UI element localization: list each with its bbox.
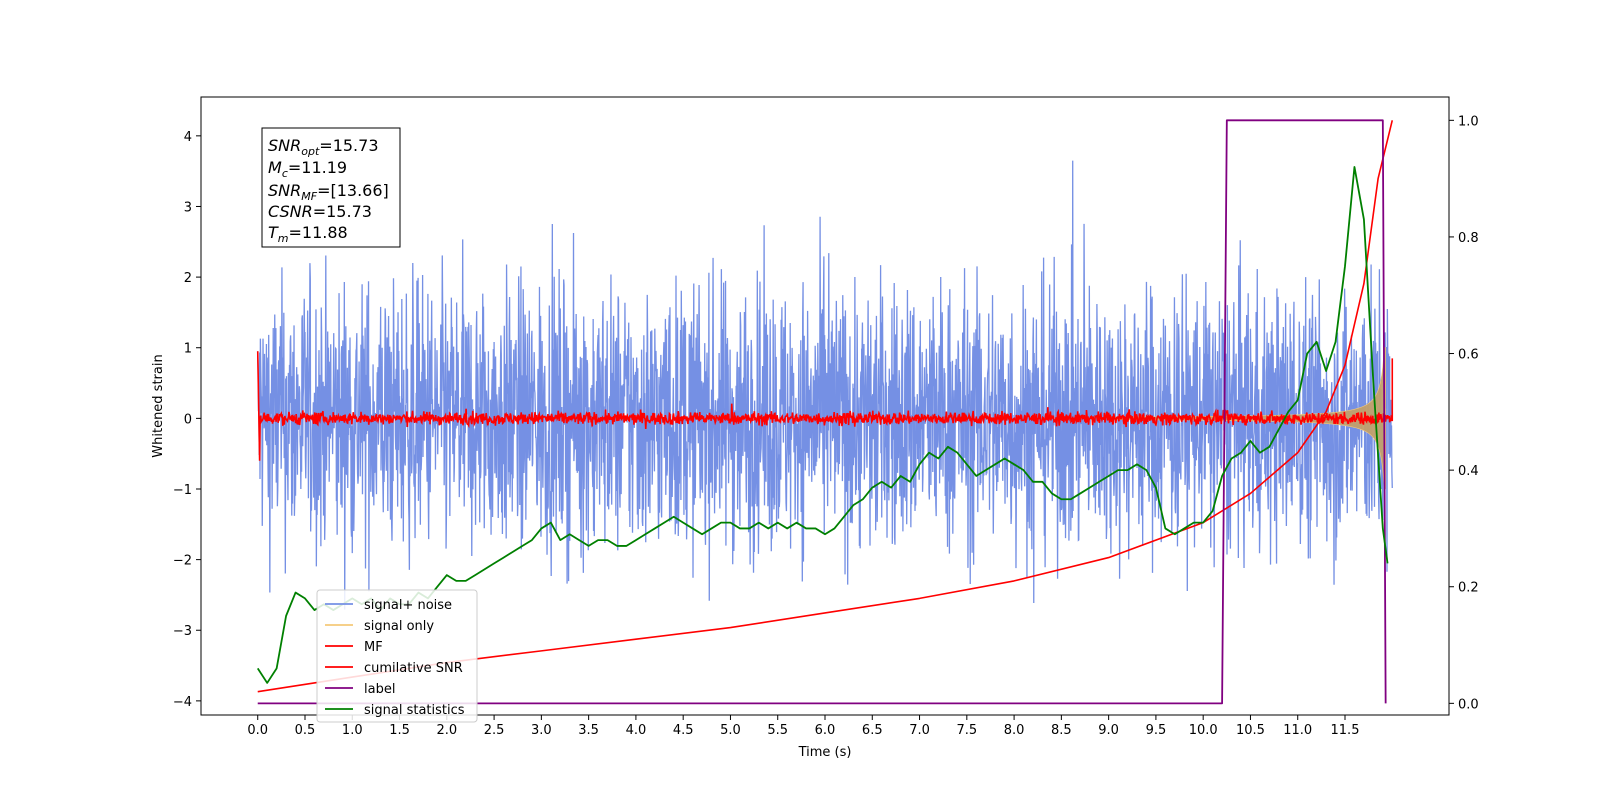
- x-axis-label: Time (s): [798, 745, 852, 760]
- x-tick-label: 5.0: [720, 723, 741, 738]
- y-axis-left: −4 −3 −2 −1 0 1 2 3 4: [173, 130, 201, 710]
- snr-opt-text: SNRopt=15.73: [268, 136, 379, 158]
- info-box: SNRopt=15.73 Mc=11.19 SNRMF=[13.66] CSNR…: [261, 127, 401, 248]
- y-axis-label: Whitened strain: [151, 354, 166, 457]
- y-tick-label: 2: [184, 271, 192, 286]
- y-tick-label: 0: [184, 412, 192, 427]
- x-tick-label: 11.5: [1331, 723, 1360, 738]
- series-mf: [256, 351, 1394, 461]
- legend-label: signal only: [364, 619, 434, 634]
- x-tick-label: 1.5: [389, 723, 410, 738]
- y-tick-label: −4: [173, 695, 192, 710]
- x-tick-label: 0.0: [247, 723, 268, 738]
- y-right-tick-label: 0.6: [1458, 348, 1479, 363]
- y-tick-label: −1: [173, 483, 192, 498]
- x-tick-label: 5.5: [767, 723, 788, 738]
- legend-label: signal+ noise: [364, 598, 452, 613]
- legend-label: signal statistics: [364, 703, 465, 718]
- x-tick-label: 9.0: [1098, 723, 1119, 738]
- y-tick-label: 1: [184, 342, 192, 357]
- x-tick-label: 9.5: [1146, 723, 1167, 738]
- x-tick-label: 2.5: [484, 723, 505, 738]
- x-tick-label: 0.5: [295, 723, 316, 738]
- y-tick-label: 3: [184, 200, 192, 215]
- x-tick-label: 6.0: [815, 723, 836, 738]
- legend: signal+ noise signal only MF cumilative SNR…: [316, 589, 478, 723]
- x-tick-label: 2.0: [436, 723, 457, 738]
- y-right-tick-label: 1.0: [1458, 114, 1479, 129]
- x-tick-label: 7.5: [956, 723, 977, 738]
- series-label: [257, 119, 1387, 705]
- x-tick-label: 8.0: [1004, 723, 1025, 738]
- x-tick-label: 3.5: [578, 723, 599, 738]
- x-tick-label: 4.0: [626, 723, 647, 738]
- y-right-tick-label: 0.0: [1458, 697, 1479, 712]
- csnr-text: CSNR=15.73: [268, 202, 372, 221]
- x-tick-label: 1.0: [342, 723, 363, 738]
- series-layer: [256, 119, 1394, 705]
- legend-label: cumilative SNR: [364, 661, 463, 676]
- x-tick-label: 6.5: [862, 723, 883, 738]
- y-tick-label: −3: [173, 624, 192, 639]
- legend-label: label: [364, 682, 395, 697]
- tm-text: Tm=11.88: [268, 223, 348, 245]
- snr-mf-text: SNRMF=[13.66]: [268, 181, 389, 203]
- x-tick-label: 8.5: [1051, 723, 1072, 738]
- mc-text: Mc=11.19: [268, 158, 347, 180]
- x-tick-label: 3.0: [531, 723, 552, 738]
- x-tick-label: 4.5: [673, 723, 694, 738]
- y-right-tick-label: 0.8: [1458, 231, 1479, 246]
- x-tick-label: 10.5: [1236, 723, 1265, 738]
- series-signal-noise: [257, 160, 1393, 610]
- x-tick-label: 10.0: [1189, 723, 1218, 738]
- y-axis-right: 0.0 0.2 0.4 0.6 0.8 1.0: [1449, 114, 1479, 712]
- y-right-tick-label: 0.4: [1458, 464, 1479, 479]
- x-tick-label: 11.0: [1283, 723, 1312, 738]
- y-tick-label: 4: [184, 130, 192, 145]
- x-axis: 0.0 0.5 1.0 1.5 2.0 2.5 3.0 3.5 4.0 4.5 5.0 5.5 6.0 6…: [247, 715, 1359, 738]
- x-tick-label: 7.0: [909, 723, 930, 738]
- y-tick-label: −2: [173, 554, 192, 569]
- y-right-tick-label: 0.2: [1458, 581, 1479, 596]
- series-cumulative-snr: [257, 120, 1394, 693]
- legend-label: MF: [364, 640, 383, 655]
- series-signal-statistics: [256, 166, 1389, 684]
